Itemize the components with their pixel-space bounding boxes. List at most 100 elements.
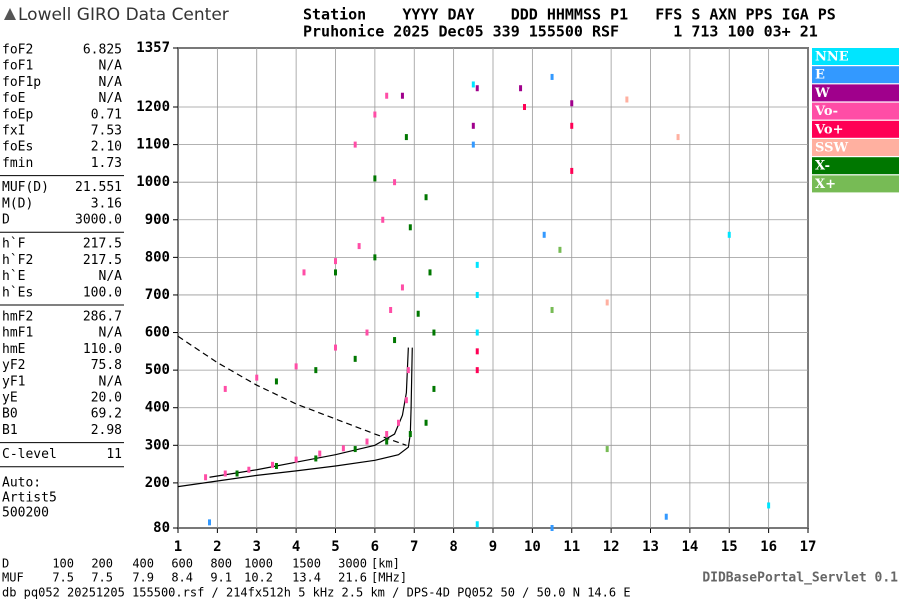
param-value: 286.7 [83,310,122,325]
echo-point [550,73,554,80]
param-name: yF1 [2,374,25,389]
param-value: 11 [106,447,122,462]
logo: Lowell GIRO Data Center [18,5,229,25]
muf-value: 21.6 [338,571,367,585]
echo-point [475,348,479,355]
y-tick-label: 400 [145,400,170,416]
param-value: 20.0 [91,391,122,406]
legend-label: X- [815,159,830,174]
y-tick-label: 600 [145,325,170,341]
legend-swatch [812,48,899,65]
param-name: hmE [2,342,25,357]
echo-point [558,246,562,253]
legend-swatch [812,139,899,156]
distance: 100 [52,557,74,571]
legend-label: Vo- [814,104,838,119]
x-tick-label: 15 [721,539,738,555]
param-value: 7.53 [91,124,122,139]
muf-row-label: D [2,557,9,571]
autoscaler-text: Artist5 [2,490,57,505]
unit: [km] [371,557,400,571]
y-tick-label: 700 [145,287,170,303]
param-name: h`E [2,269,25,284]
x-tick-label: 11 [563,539,580,555]
profile-curve [177,347,413,488]
y-tick-label: 900 [145,212,170,228]
legend-label: X+ [815,177,836,192]
y-tick-label: 500 [145,362,170,378]
param-name: B0 [2,407,18,422]
param-value: 0.71 [91,107,122,122]
echo-point [432,329,436,336]
param-value: 3000.0 [75,213,122,228]
echo-point [475,521,479,528]
echo-point [393,337,397,344]
param-name: hmF2 [2,310,33,325]
distance: 1000 [244,557,273,571]
x-tick-label: 4 [292,539,300,555]
echo-point [400,92,404,99]
param-value: N/A [99,326,123,341]
echo-point [404,397,408,404]
echo-point [373,111,377,118]
echo-point [365,329,369,336]
echo-point [334,258,337,265]
legend-swatch [812,120,899,138]
param-name: h`F [2,237,26,252]
unit: [MHz] [371,571,407,585]
echo-point [334,344,337,351]
echo-point [385,438,389,445]
param-value: 217.5 [83,253,122,268]
param-value: 2.98 [91,423,122,438]
x-tick-label: 12 [603,539,620,555]
echo-point [432,385,436,392]
echo-point [389,306,393,313]
echo-point [294,363,298,370]
echo-point [471,81,475,88]
y-tick-label: 1200 [136,99,170,115]
echo-point [570,122,574,129]
x-tick-label: 10 [524,539,541,555]
distance: 1500 [292,557,321,571]
param-value: 75.8 [91,358,122,373]
echo-point [550,306,554,313]
param-name: h`Es [2,285,33,300]
legend-label: NNE [815,50,849,65]
echo-point [408,431,412,438]
legend-label: SSW [815,141,848,156]
param-name: M(D) [2,196,33,211]
echo-point [393,179,397,186]
param-value: N/A [99,75,123,90]
param-name: foE [2,91,25,106]
echo-point [397,419,400,426]
echo-point [318,450,322,457]
y-tick-label: 1000 [136,174,170,190]
echo-point [471,122,475,129]
param-value: 2.10 [91,140,122,155]
echo-point [353,141,357,148]
echo-point [428,269,432,276]
param-value: 1.73 [91,156,122,171]
param-value: 6.825 [83,43,122,58]
param-value: N/A [99,59,123,74]
echo-point [247,466,251,473]
echo-point [373,254,377,261]
echo-point [341,445,345,452]
distance: 600 [171,557,193,571]
param-value: N/A [99,91,123,106]
echo-point [223,385,227,392]
x-tick-label: 3 [253,539,261,555]
distance: 200 [91,557,113,571]
echo-point [223,470,227,477]
echo-point [400,284,404,291]
echo-point [475,329,479,336]
legend-label: W [814,86,830,101]
echo-point [334,269,337,276]
echo-point [625,96,629,103]
legend-swatch [812,157,899,175]
y-tick-label: 1357 [136,40,170,56]
header-line: Station YYYY DAY DDD HHMMSS P1 FFS S AXN… [303,6,836,24]
y-tick-label: 200 [145,475,170,491]
echo-point [365,438,369,445]
param-name: fxI [2,124,25,139]
